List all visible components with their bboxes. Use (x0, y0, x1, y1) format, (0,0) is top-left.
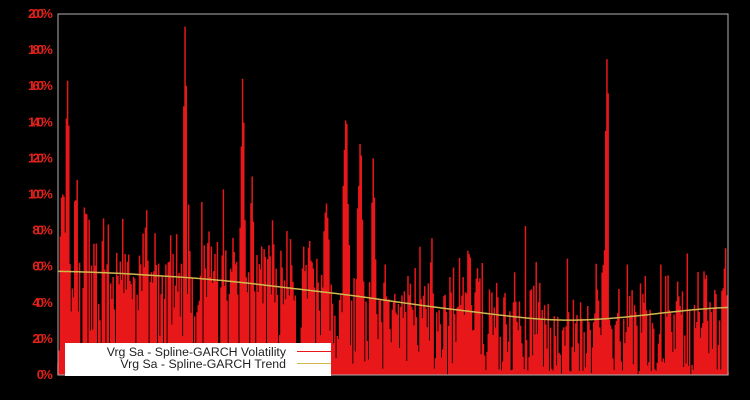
svg-text:200%: 200% (28, 6, 53, 21)
svg-text:180%: 180% (28, 42, 53, 57)
svg-text:160%: 160% (28, 78, 53, 93)
svg-text:100%: 100% (28, 187, 53, 202)
svg-text:120%: 120% (28, 150, 53, 165)
svg-text:140%: 140% (28, 114, 53, 129)
